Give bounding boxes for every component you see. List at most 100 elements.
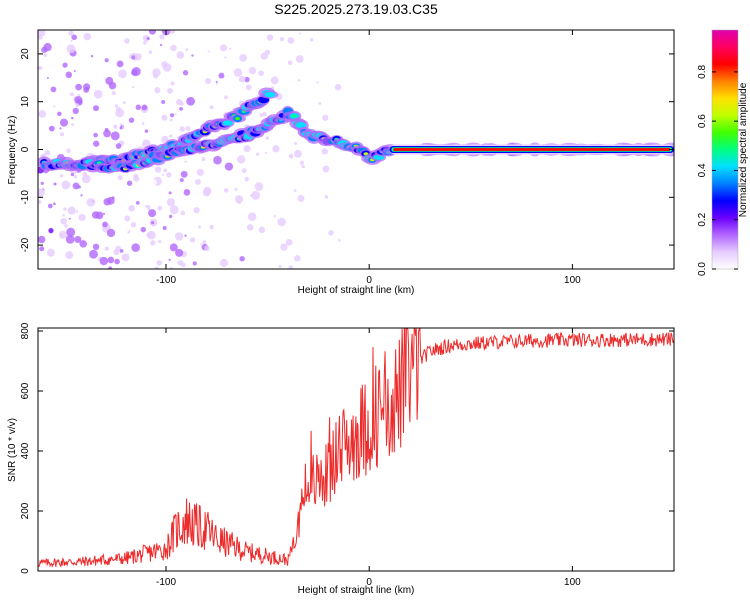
- spectrogram-noise-cell: [243, 145, 251, 153]
- spectrogram-ytick-label: -20: [20, 237, 31, 252]
- spectrogram-noise-cell: [62, 213, 65, 217]
- spectrogram-noise-cell: [154, 166, 162, 173]
- spectrogram-ridge-core: [235, 117, 241, 121]
- spectrogram-noise-cell: [184, 160, 187, 164]
- spectrogram-noise-cell: [148, 104, 158, 113]
- spectrogram-noise-cell: [207, 50, 210, 53]
- spectrogram-noise-cell: [146, 37, 150, 41]
- spectrogram-noise-cell: [324, 195, 329, 199]
- colorbar-ticks: 0.0 0.2 0.4 0.6 0.8: [697, 64, 738, 276]
- spectrogram-noise-cell: [150, 240, 156, 246]
- spectrogram-noise-cell: [260, 76, 267, 83]
- spectrogram-noise-cell: [169, 243, 178, 252]
- spectrogram-noise-cell: [250, 194, 253, 197]
- spectrogram-noise-cell: [229, 108, 233, 112]
- spectrogram-noise-cell: [38, 235, 46, 244]
- spectrogram-noise-cell: [154, 87, 161, 94]
- spectrogram-noise-cell: [289, 44, 299, 53]
- colorbar-tick-label: 0.2: [697, 212, 708, 226]
- spectrogram-noise-cell: [299, 72, 308, 80]
- spectrogram-noise-cell: [38, 188, 45, 197]
- spectrogram-noise-cell: [179, 106, 183, 111]
- spectrogram-noise-cell: [113, 249, 120, 256]
- spectrogram-noise-cell: [102, 212, 106, 215]
- spectrogram-noise-cell: [279, 36, 285, 42]
- spectrogram-noise-cell: [287, 218, 297, 228]
- spectrogram-noise-cell: [297, 194, 305, 202]
- spectrogram-noise-cell: [253, 266, 257, 269]
- spectrogram-noise-cell: [246, 224, 254, 231]
- spectrogram-noise-cell: [174, 232, 184, 241]
- spectrogram-noise-cell: [263, 208, 272, 217]
- spectrogram-noise-cell: [215, 82, 219, 85]
- spectrogram-noise-cell: [57, 111, 62, 117]
- spectrogram-noise-cell: [264, 152, 267, 155]
- snr-xtick-label: 100: [564, 577, 581, 588]
- spectrogram-noise-cell: [66, 44, 76, 54]
- spectrogram-noise-cell: [314, 218, 323, 226]
- spectrogram-noise-cell: [131, 243, 140, 252]
- spectrogram-noise-cell: [167, 87, 173, 94]
- spectrogram-noise-cell: [262, 111, 267, 117]
- spectrogram-noise-cell: [256, 152, 260, 156]
- spectrogram-noise-cell: [70, 40, 73, 43]
- spectrogram-noise-cell: [161, 114, 168, 121]
- spectrogram-noise-cell: [338, 239, 341, 242]
- spectrogram-noise-cell: [273, 215, 276, 218]
- spectrogram-noise-cell: [79, 240, 87, 248]
- spectrogram-noise-cell: [62, 31, 66, 34]
- spectrogram-noise-cell: [176, 51, 185, 59]
- spectrogram-noise-cell: [83, 32, 92, 41]
- chart-title: S225.2025.273.19.03.C35: [274, 1, 438, 17]
- spectrogram-noise-cell: [74, 235, 82, 243]
- spectrogram-noise-cell: [169, 134, 173, 138]
- spectrogram-noise-cell: [168, 258, 171, 261]
- spectrogram-noise-cell: [258, 70, 264, 77]
- spectrogram-noise-cell: [247, 34, 256, 43]
- spectrogram-noise-cell: [272, 99, 280, 106]
- spectrogram-noise-cell: [59, 132, 65, 137]
- spectrogram-noise-cell: [50, 86, 57, 93]
- spectrogram-noise-cell: [124, 38, 130, 44]
- spectrogram-noise-cell: [110, 131, 120, 141]
- spectrogram-noise-cell: [134, 53, 142, 61]
- spectrogram-noise-cell: [150, 221, 155, 225]
- spectrogram-noise-cell: [92, 105, 100, 112]
- spectrogram-noise-cell: [133, 175, 140, 182]
- colorbar-tick-label: 0.8: [697, 64, 708, 78]
- spectrogram-noise-cell: [152, 51, 158, 58]
- spectrogram-noise-cell: [288, 265, 293, 269]
- spectrogram-noise-cell: [62, 62, 68, 68]
- spectrogram-noise-cell: [273, 224, 279, 230]
- spectrogram-noise-cell: [213, 155, 222, 165]
- spectrogram-noise-cell: [122, 101, 126, 105]
- spectrogram-noise-cell: [124, 215, 131, 222]
- spectrogram-noise-cell: [47, 203, 53, 209]
- spectrogram-noise-cell: [240, 68, 245, 72]
- spectrogram-noise-cell: [309, 97, 314, 102]
- snr-ytick-label: 600: [20, 382, 31, 399]
- spectrogram-noise-cell: [270, 76, 279, 85]
- spectrogram-noise-cell: [223, 188, 229, 193]
- spectrogram-noise-cell: [158, 240, 162, 244]
- spectrogram-frame: [37, 29, 675, 270]
- spectrogram-noise-cell: [262, 177, 271, 186]
- spectrogram-noise-cell: [180, 262, 186, 268]
- spectrogram-noise-cell: [53, 182, 57, 186]
- spectrogram-noise-cell: [135, 104, 142, 111]
- spectrogram-noise-cell: [74, 117, 83, 125]
- spectrogram-noise-cell: [179, 126, 185, 132]
- spectrogram-noise-cell: [169, 30, 175, 34]
- spectrogram-noise-cell: [83, 83, 91, 91]
- spectrogram-noise-cell: [93, 140, 100, 147]
- colorbar-frame: [711, 29, 739, 270]
- snr-frame: [37, 327, 675, 572]
- spectrogram-noise-cell: [288, 153, 294, 159]
- spectrogram-noise-cell: [66, 148, 71, 154]
- spectrogram-noise-cell: [146, 230, 156, 240]
- spectrogram-xtick-label: -100: [156, 275, 176, 286]
- spectrogram-noise-cell: [44, 186, 48, 190]
- spectrogram-noise-cell: [229, 47, 232, 51]
